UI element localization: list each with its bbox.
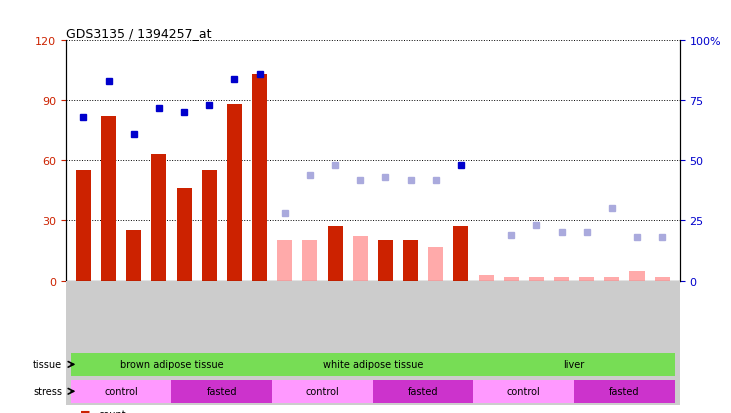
Bar: [252, 75, 267, 281]
Bar: [373, 380, 474, 403]
Text: GDS3135 / 1394257_at: GDS3135 / 1394257_at: [66, 27, 211, 40]
Bar: [202, 171, 217, 281]
Text: stress: stress: [33, 386, 62, 396]
Text: control: control: [507, 386, 541, 396]
Text: brown adipose tissue: brown adipose tissue: [120, 359, 223, 370]
Bar: [272, 353, 474, 376]
Bar: [126, 231, 141, 281]
Bar: [629, 271, 645, 281]
Bar: [352, 237, 368, 281]
Text: liver: liver: [564, 359, 585, 370]
Bar: [655, 277, 670, 281]
Text: ■: ■: [80, 409, 91, 413]
Bar: [101, 117, 116, 281]
Bar: [605, 277, 619, 281]
Text: tissue: tissue: [33, 359, 62, 370]
Text: white adipose tissue: white adipose tissue: [322, 359, 423, 370]
Text: fasted: fasted: [609, 386, 640, 396]
Text: count: count: [99, 409, 126, 413]
Bar: [403, 241, 418, 281]
Bar: [453, 227, 469, 281]
Bar: [554, 277, 569, 281]
Bar: [529, 277, 544, 281]
Text: fasted: fasted: [408, 386, 439, 396]
Bar: [303, 241, 317, 281]
Bar: [378, 241, 393, 281]
Bar: [479, 275, 493, 281]
Text: control: control: [105, 386, 138, 396]
Bar: [474, 353, 675, 376]
Bar: [172, 380, 272, 403]
Text: control: control: [306, 386, 339, 396]
Bar: [151, 155, 167, 281]
Bar: [574, 380, 675, 403]
Bar: [227, 105, 242, 281]
Bar: [76, 171, 91, 281]
Text: fasted: fasted: [207, 386, 237, 396]
Bar: [504, 277, 519, 281]
Bar: [474, 380, 574, 403]
Bar: [277, 241, 292, 281]
Bar: [428, 247, 443, 281]
Bar: [71, 380, 172, 403]
Bar: [327, 227, 343, 281]
Bar: [71, 353, 272, 376]
Bar: [579, 277, 594, 281]
Bar: [176, 189, 192, 281]
Bar: [272, 380, 373, 403]
